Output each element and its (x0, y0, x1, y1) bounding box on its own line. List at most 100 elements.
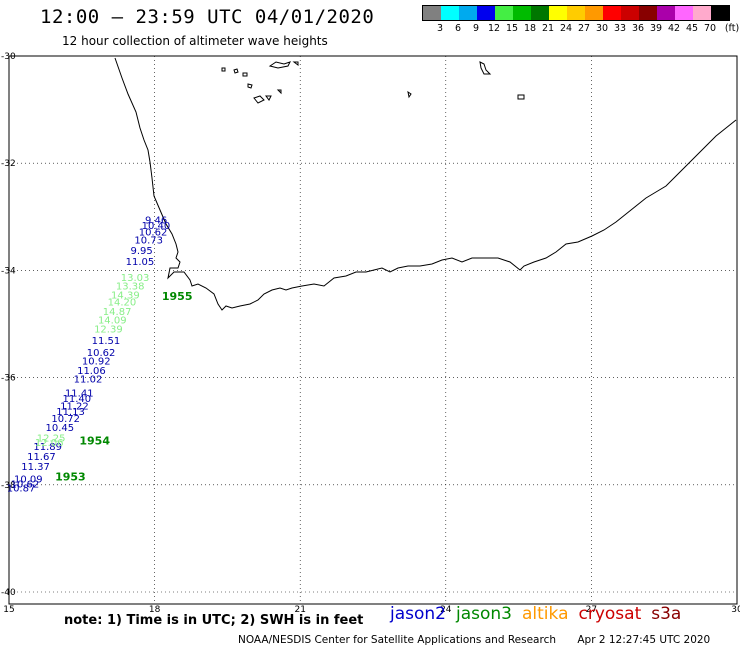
swh-value: 10.45 (46, 423, 75, 434)
swh-value: 13.03 (121, 273, 150, 284)
lon-tick-label: 15 (3, 605, 14, 615)
legend-swatch (675, 6, 693, 20)
legend-label: 42 (667, 23, 681, 34)
satellite-legend-cryosat: cryosat (578, 604, 642, 624)
swh-value: 11.06 (77, 366, 106, 377)
swh-value: 9.95 (130, 246, 152, 257)
legend-swatch (477, 6, 495, 20)
legend-swatch (495, 6, 513, 20)
legend-swatch (531, 6, 549, 20)
swh-value: 11.13 (56, 407, 85, 418)
swh-value: 10.09 (14, 474, 43, 485)
lon-tick-label: 18 (149, 605, 161, 615)
legend-swatch (621, 6, 639, 20)
satellite-legend-jason3: jason3 (456, 604, 512, 624)
map-subtitle: 12 hour collection of altimeter wave hei… (62, 34, 328, 48)
credit-text: NOAA/NESDIS Center for Satellite Applica… (238, 634, 556, 646)
swh-value: 11.37 (21, 462, 50, 473)
legend-label: 9 (472, 23, 480, 34)
swh-value: 10.62 (87, 348, 116, 359)
swh-value: 10.62 (11, 480, 40, 491)
coastline-africa (114, 57, 737, 311)
legend-swatch (711, 6, 729, 20)
lon-tick-label: 24 (440, 605, 452, 615)
swh-value: 11.41 (65, 389, 94, 400)
swh-value: 11.67 (27, 452, 56, 463)
legend-label: 6 (454, 23, 462, 34)
lat-tick-label: -34 (1, 266, 16, 276)
lon-tick-label: 27 (586, 605, 597, 615)
legend-swatch (585, 6, 603, 20)
satellite-legend: jason2 jason3 altika cryosat s3a (390, 604, 691, 624)
legend-label: 39 (649, 23, 663, 34)
legend-label: 30 (595, 23, 609, 34)
axis-labels: 15 18 21 24 27 30 -30 -32 -34 -36 -38 -40 (1, 52, 740, 615)
legend-swatch (567, 6, 585, 20)
swh-value: 14.20 (108, 297, 137, 308)
swh-value: 11.02 (74, 375, 103, 386)
legend-label: 33 (613, 23, 627, 34)
legend-swatch (639, 6, 657, 20)
swh-value: 10.72 (51, 414, 80, 425)
satellite-tracks: 9.4610.4010.6210.739.9511.0511.5110.6210… (7, 215, 171, 494)
lat-tick-label: -38 (1, 481, 16, 491)
swh-value: 11.22 (60, 401, 89, 412)
swh-value: 10.92 (82, 356, 111, 367)
swh-value: 11.05 (126, 257, 155, 268)
legend-swatch (459, 6, 477, 20)
swh-value: 14.09 (98, 316, 127, 327)
swh-value: 13.38 (116, 281, 145, 292)
lat-tick-label: -40 (1, 588, 16, 598)
lat-tick-label: -30 (1, 52, 16, 62)
swh-value: 12.25 (37, 434, 66, 445)
legend-label: 15 (505, 23, 519, 34)
swh-value: 14.87 (103, 307, 132, 318)
lon-tick-label: 21 (294, 605, 305, 615)
legend-swatch (657, 6, 675, 20)
legend-swatch (693, 6, 711, 20)
legend-swatches (422, 5, 730, 21)
legend-label: 18 (523, 23, 537, 34)
satellite-legend-jason2: jason2 (390, 604, 446, 624)
swh-value: 12.39 (94, 324, 123, 335)
legend-swatch (423, 6, 441, 20)
swh-value: 10.87 (7, 483, 36, 494)
swh-value: 10.62 (139, 227, 168, 238)
pass-time-labels: 1955 1954 1953 (55, 290, 192, 484)
legend-swatch (513, 6, 531, 20)
legend-label: 12 (487, 23, 501, 34)
credit-timestamp: Apr 2 12:27:45 UTC 2020 (577, 634, 711, 646)
swh-value: 10.40 (142, 221, 171, 232)
swh-color-legend: 3 6 9 12 15 18 21 24 27 30 33 36 39 42 45 70 (ft) (422, 5, 739, 37)
lat-tick-label: -32 (1, 159, 16, 169)
satellite-legend-altika: altika (522, 604, 569, 624)
track-jason2: 9.4610.4010.6210.739.9511.0511.5110.6210… (7, 215, 171, 494)
legend-label: 3 (436, 23, 444, 34)
swh-value: 14.39 (111, 291, 140, 302)
legend-label: 36 (631, 23, 645, 34)
pass-time-label: 1954 (79, 435, 110, 448)
legend-label: (ft) (724, 23, 740, 34)
islands (221, 61, 525, 104)
lon-tick-label: 30 (731, 605, 740, 615)
legend-labels: 3 6 9 12 15 18 21 24 27 30 33 36 39 42 45 70 (ft) (422, 23, 739, 37)
map-frame (8, 55, 738, 605)
swh-value: 11.51 (92, 336, 121, 347)
legend-swatch (549, 6, 567, 20)
pass-time-label: 1953 (55, 471, 86, 484)
legend-label: 24 (559, 23, 573, 34)
pass-time-label: 1955 (162, 290, 193, 303)
legend-label: 27 (577, 23, 591, 34)
legend-label: 21 (541, 23, 555, 34)
satellite-legend-s3a: s3a (651, 604, 682, 624)
footer-note: note: 1) Time is in UTC; 2) SWH is in fe… (64, 613, 364, 628)
legend-swatch (441, 6, 459, 20)
legend-label: 45 (685, 23, 699, 34)
legend-swatch (603, 6, 621, 20)
swh-value: 11.89 (33, 442, 62, 453)
swh-value: 9.46 (145, 215, 167, 226)
swh-value: 10.73 (134, 235, 163, 246)
map-title: 12:00 – 23:59 UTC 04/01/2020 (40, 6, 375, 28)
